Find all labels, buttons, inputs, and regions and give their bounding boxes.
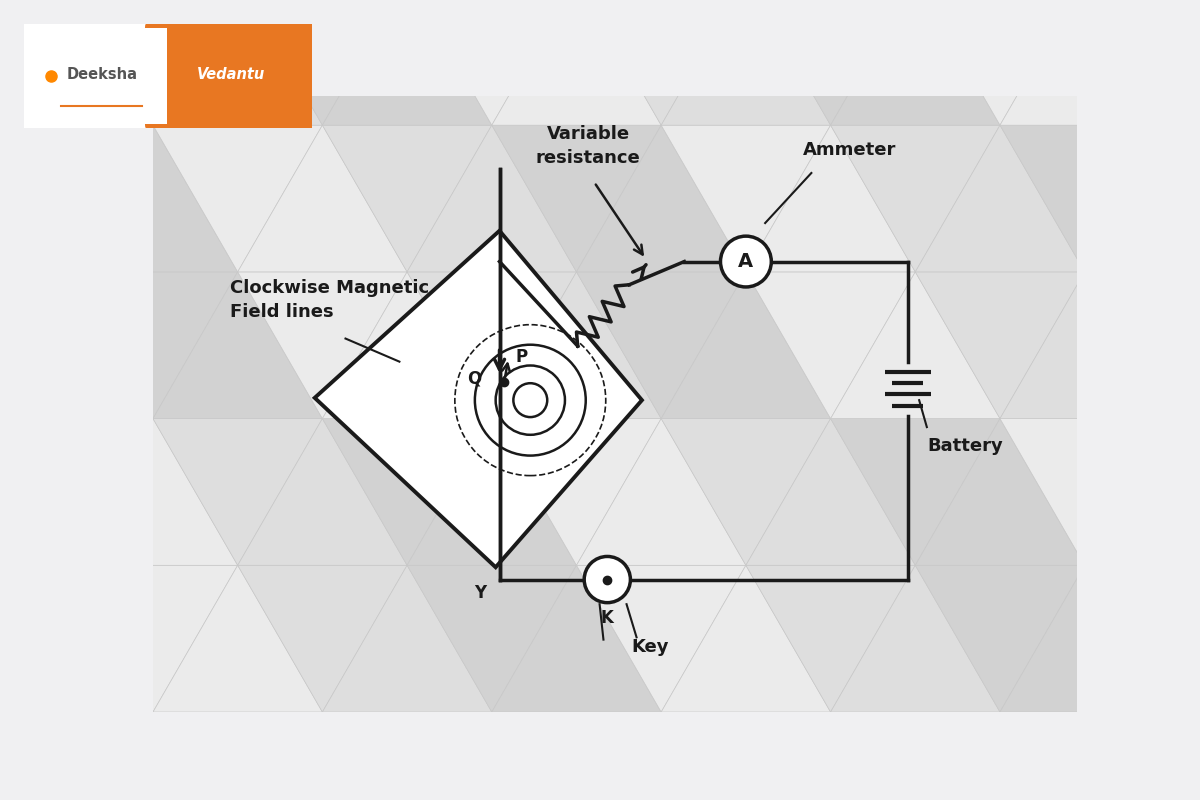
Text: Key: Key (631, 638, 668, 656)
FancyBboxPatch shape (14, 18, 322, 134)
Text: Variable
resistance: Variable resistance (535, 126, 641, 167)
Text: A: A (738, 252, 754, 271)
Text: Battery: Battery (928, 438, 1003, 455)
Text: Deeksha: Deeksha (66, 67, 137, 82)
Text: ®: ® (298, 34, 307, 45)
Polygon shape (314, 230, 642, 567)
FancyBboxPatch shape (25, 28, 167, 124)
Text: Y: Y (474, 585, 486, 602)
FancyBboxPatch shape (145, 18, 322, 134)
Circle shape (720, 236, 772, 287)
Text: P: P (516, 347, 528, 366)
Text: Q: Q (467, 370, 481, 387)
Circle shape (584, 557, 630, 602)
Text: Ammeter: Ammeter (803, 141, 896, 159)
Text: Clockwise Magnetic
Field lines: Clockwise Magnetic Field lines (230, 279, 430, 321)
Text: Vedantu: Vedantu (197, 67, 265, 82)
Text: K: K (601, 609, 613, 627)
